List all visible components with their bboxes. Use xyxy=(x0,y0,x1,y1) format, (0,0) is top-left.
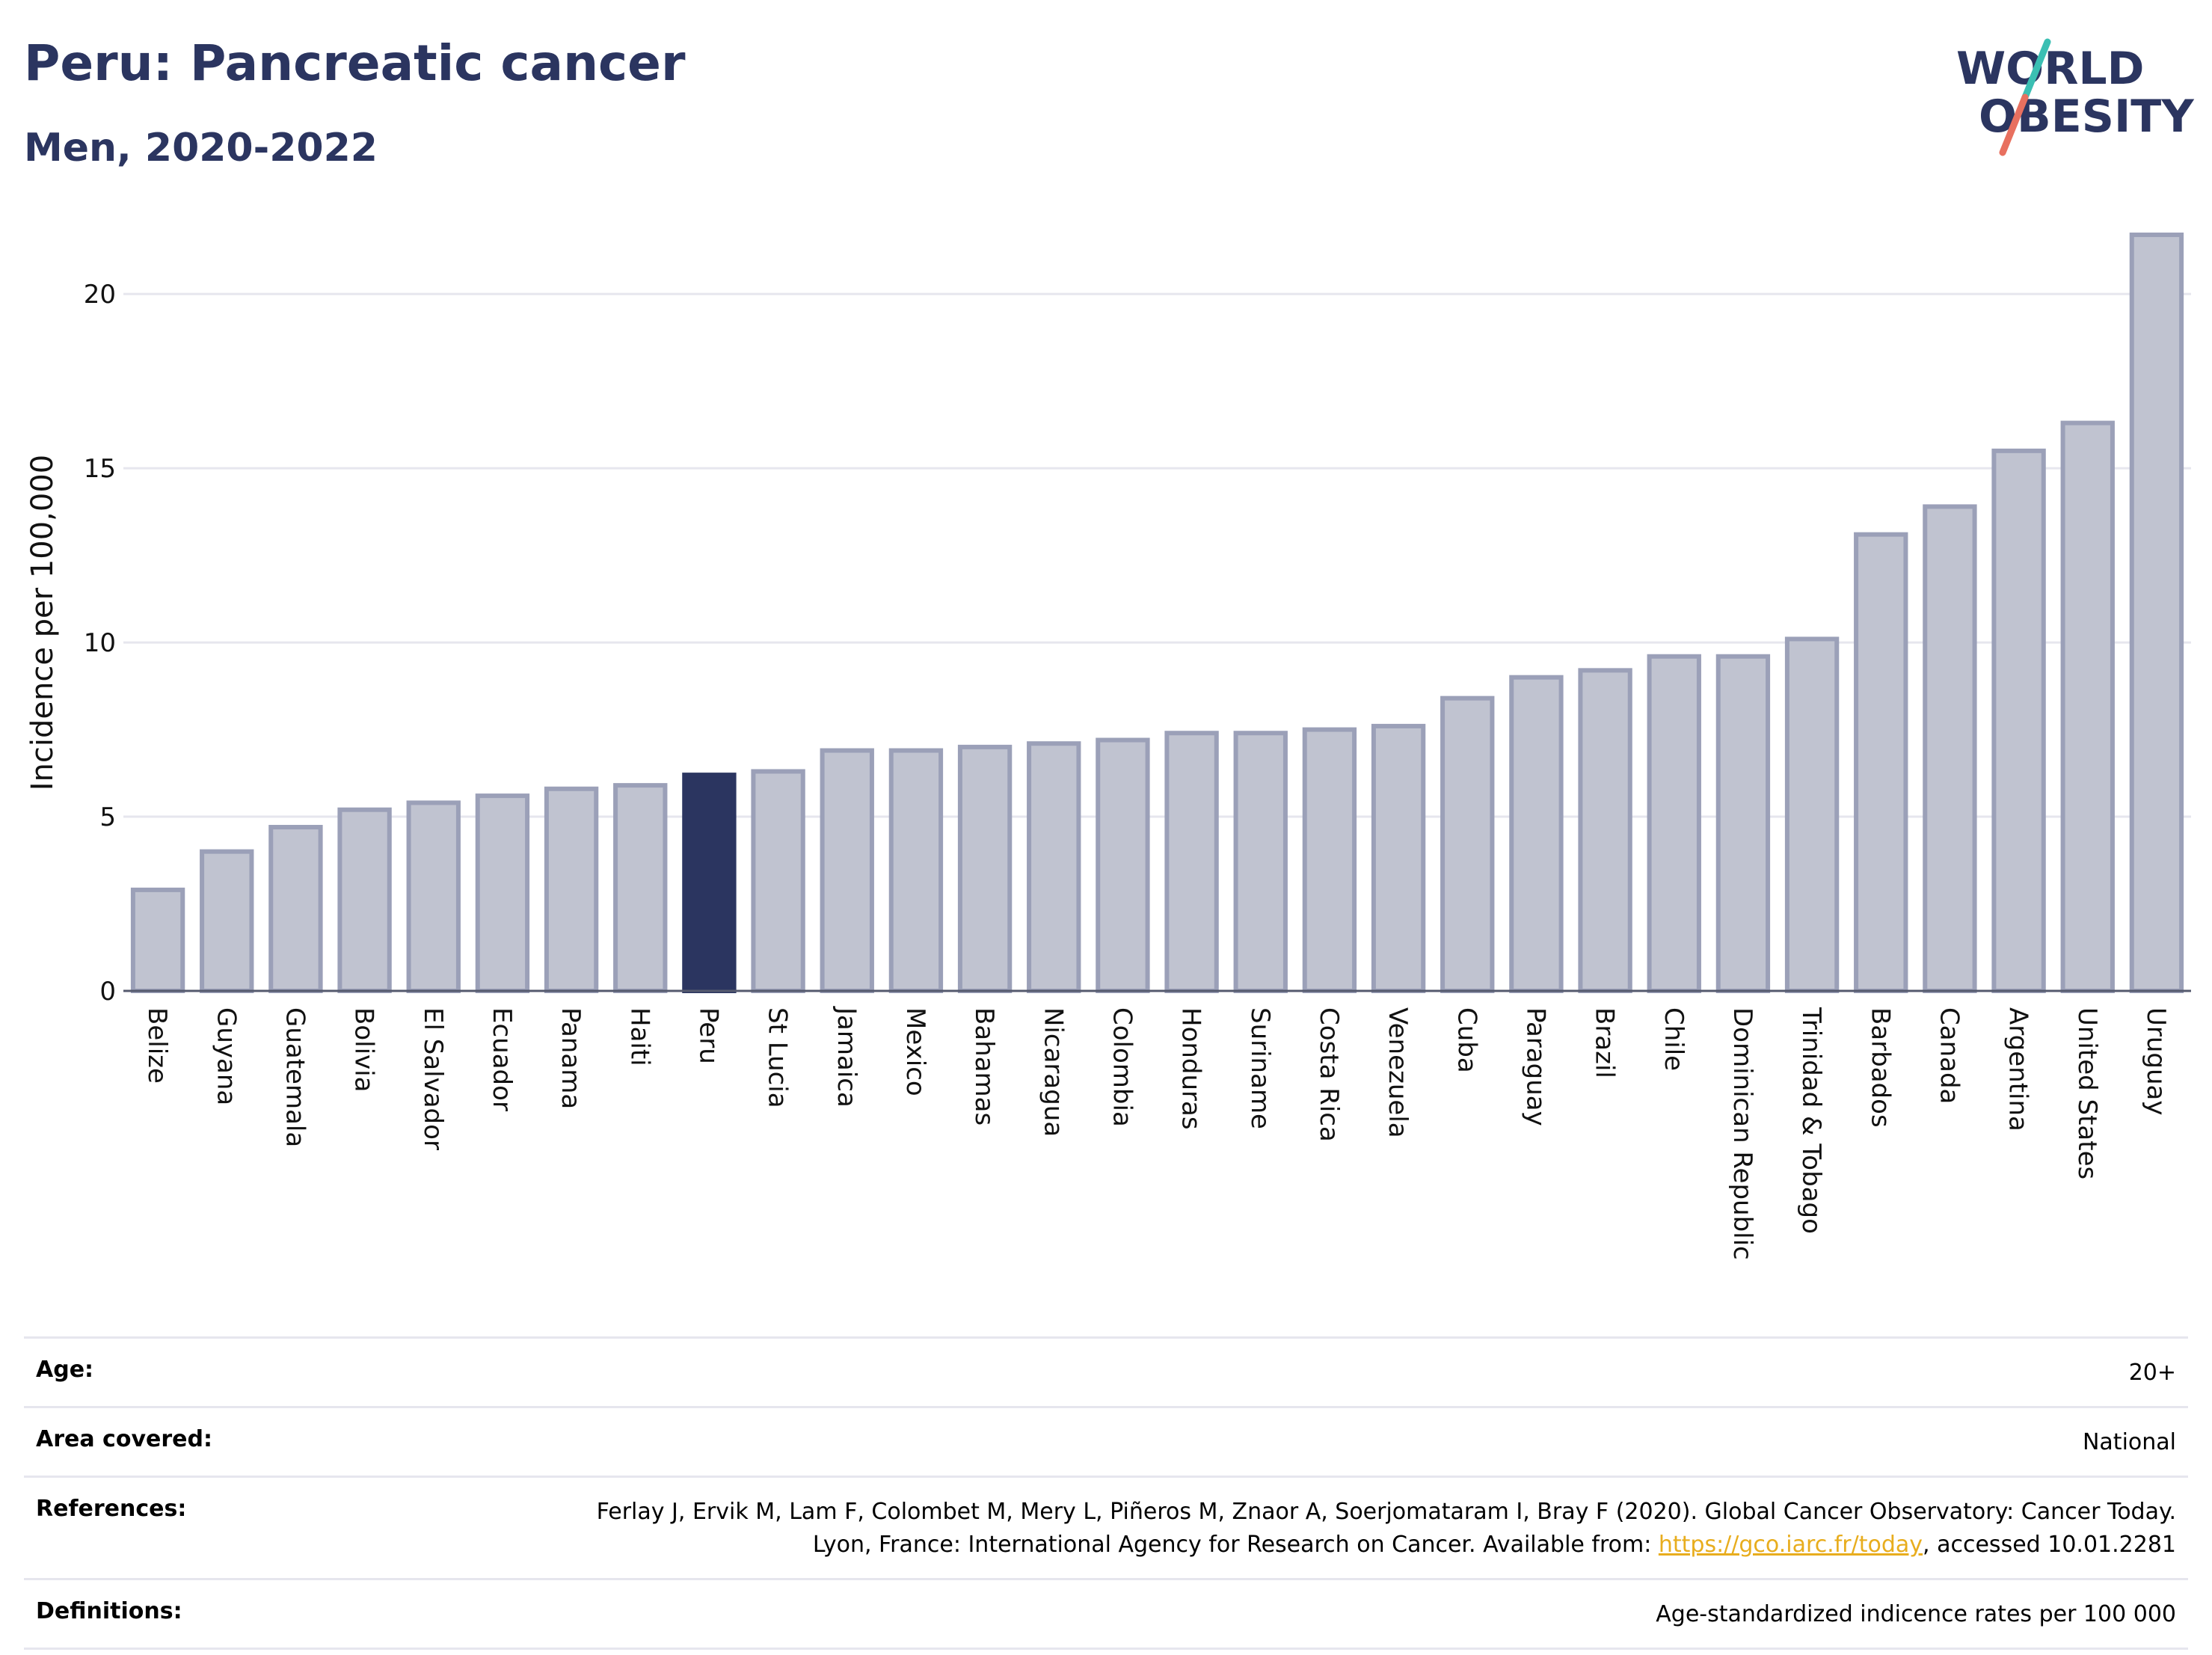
bar-suriname xyxy=(1233,731,1288,994)
x-tick-label: Guatemala xyxy=(280,1007,310,1147)
x-tick-label: Costa Rica xyxy=(1314,1007,1344,1142)
bar-haiti xyxy=(613,783,668,993)
x-tick-label: Brazil xyxy=(1590,1007,1620,1078)
y-tick-label: 15 xyxy=(84,454,116,484)
metadata-table: Age: 20+ Area covered: National Referenc… xyxy=(24,1336,2188,1650)
bar-jamaica xyxy=(820,748,874,993)
x-tick-label: Guyana xyxy=(211,1007,241,1105)
bar-st-lucia xyxy=(751,769,805,994)
bar-chart: 0 5 10 15 20 Belize Guyana Guatemala Bolivia El S… xyxy=(25,232,2191,1260)
meta-age-value: 20+ xyxy=(2128,1360,2176,1386)
x-tick-label: Canada xyxy=(1934,1007,1964,1104)
x-tick-label: St Lucia xyxy=(763,1007,793,1108)
x-tick-label: Colombia xyxy=(1107,1007,1137,1127)
bar-guyana xyxy=(200,849,254,993)
logo-text-world: WORLD xyxy=(1956,43,2144,95)
bar-cuba xyxy=(1440,696,1495,993)
meta-age-label: Age: xyxy=(36,1357,94,1383)
meta-area-value: National xyxy=(2082,1429,2176,1455)
x-tick-label: Peru xyxy=(693,1007,723,1064)
bar-panama xyxy=(544,786,599,993)
bar-colombia xyxy=(1096,737,1150,994)
x-tick-label: Haiti xyxy=(624,1007,654,1066)
bar-costa-rica xyxy=(1302,727,1357,993)
bar-bahamas xyxy=(957,744,1013,993)
bar-uruguay xyxy=(2129,232,2184,993)
bar-united-states xyxy=(2060,420,2115,993)
bar-trinidad-tobago xyxy=(1784,636,1840,993)
bar-chile xyxy=(1647,654,1701,994)
y-tick-label: 5 xyxy=(99,802,116,832)
x-tick-label: Cuba xyxy=(1451,1007,1481,1073)
references-text: Ferlay J, Ervik M, Lam F, Colombet M, Me… xyxy=(596,1499,2176,1558)
chart-subtitle: Men, 2020-2022 xyxy=(24,126,378,171)
bar-belize xyxy=(130,887,185,993)
bar-guatemala xyxy=(268,825,323,993)
references-link[interactable]: https://gco.iarc.fr/today xyxy=(1658,1532,1923,1558)
x-tick-label: Bahamas xyxy=(969,1007,999,1126)
labels: 0 5 10 15 20 Belize Guyana Guatemala Bolivia El S… xyxy=(25,280,2171,1260)
bar-ecuador xyxy=(475,793,530,994)
x-tick-label: Mexico xyxy=(900,1007,930,1096)
meta-definitions-value: Age-standardized indicence rates per 100… xyxy=(1656,1601,2176,1627)
bar-bolivia xyxy=(337,807,392,994)
x-tick-label: Barbados xyxy=(1865,1007,1895,1128)
y-tick-label: 10 xyxy=(84,628,116,658)
x-tick-label: Paraguay xyxy=(1520,1007,1550,1126)
x-tick-label: Venezuela xyxy=(1383,1007,1413,1138)
meta-row-definitions: Definitions: Age-standardized indicence … xyxy=(24,1578,2188,1650)
x-tick-label: Panama xyxy=(556,1007,586,1109)
meta-definitions-label: Definitions: xyxy=(36,1598,182,1624)
x-tick-label: Jamaica xyxy=(832,1006,861,1108)
bar-brazil xyxy=(1578,668,1632,993)
y-tick-label: 0 xyxy=(99,977,116,1007)
references-accessed: , accessed 10.01.2281 xyxy=(1923,1532,2176,1558)
meta-row-references: References: Ferlay J, Ervik M, Lam F, Co… xyxy=(24,1476,2188,1578)
world-obesity-logo: WORLD OBESITY xyxy=(1956,38,2195,156)
x-tick-label: Nicaragua xyxy=(1038,1007,1068,1137)
bar-barbados xyxy=(1854,532,1908,993)
x-tick-label: Chile xyxy=(1659,1007,1689,1071)
x-tick-label: Trinidad & Tobago xyxy=(1796,1007,1826,1234)
bar-argentina xyxy=(1991,448,2046,993)
bars xyxy=(130,232,2184,994)
x-tick-label: Ecuador xyxy=(487,1007,517,1111)
meta-references-label: References: xyxy=(36,1496,187,1522)
bar-paraguay xyxy=(1509,675,1564,993)
logo-slash-teal xyxy=(2021,38,2051,101)
x-tick-label: United States xyxy=(2072,1007,2102,1179)
bar-peru xyxy=(682,773,737,993)
x-tick-label: Suriname xyxy=(1245,1007,1275,1129)
x-tick-label: Belize xyxy=(142,1007,172,1084)
x-tick-label: Argentina xyxy=(2003,1007,2033,1132)
x-tick-label: Honduras xyxy=(1176,1007,1206,1130)
bar-el-salvador xyxy=(406,800,461,993)
x-tick-label: El Salvador xyxy=(418,1007,448,1150)
meta-row-area: Area covered: National xyxy=(24,1406,2188,1476)
meta-references-value: Ferlay J, Ervik M, Lam F, Colombet M, Me… xyxy=(531,1496,2176,1562)
x-tick-label: Uruguay xyxy=(2141,1007,2171,1116)
y-tick-label: 20 xyxy=(84,280,116,310)
y-axis-label: Incidence per 100,000 xyxy=(25,455,60,791)
grid-lines xyxy=(123,292,2191,818)
bar-dominican-republic xyxy=(1715,654,1771,994)
bar-nicaragua xyxy=(1027,741,1081,993)
bar-honduras xyxy=(1164,731,1219,994)
logo-slash-coral xyxy=(1999,93,2029,156)
chart-title: Peru: Pancreatic cancer xyxy=(24,34,686,92)
bar-canada xyxy=(1923,504,1977,993)
x-tick-label: Dominican Republic xyxy=(1727,1007,1757,1260)
meta-area-label: Area covered: xyxy=(36,1426,212,1452)
bar-venezuela xyxy=(1371,723,1426,994)
bar-mexico xyxy=(888,748,944,993)
meta-row-age: Age: 20+ xyxy=(24,1336,2188,1406)
x-tick-label: Bolivia xyxy=(349,1007,379,1092)
